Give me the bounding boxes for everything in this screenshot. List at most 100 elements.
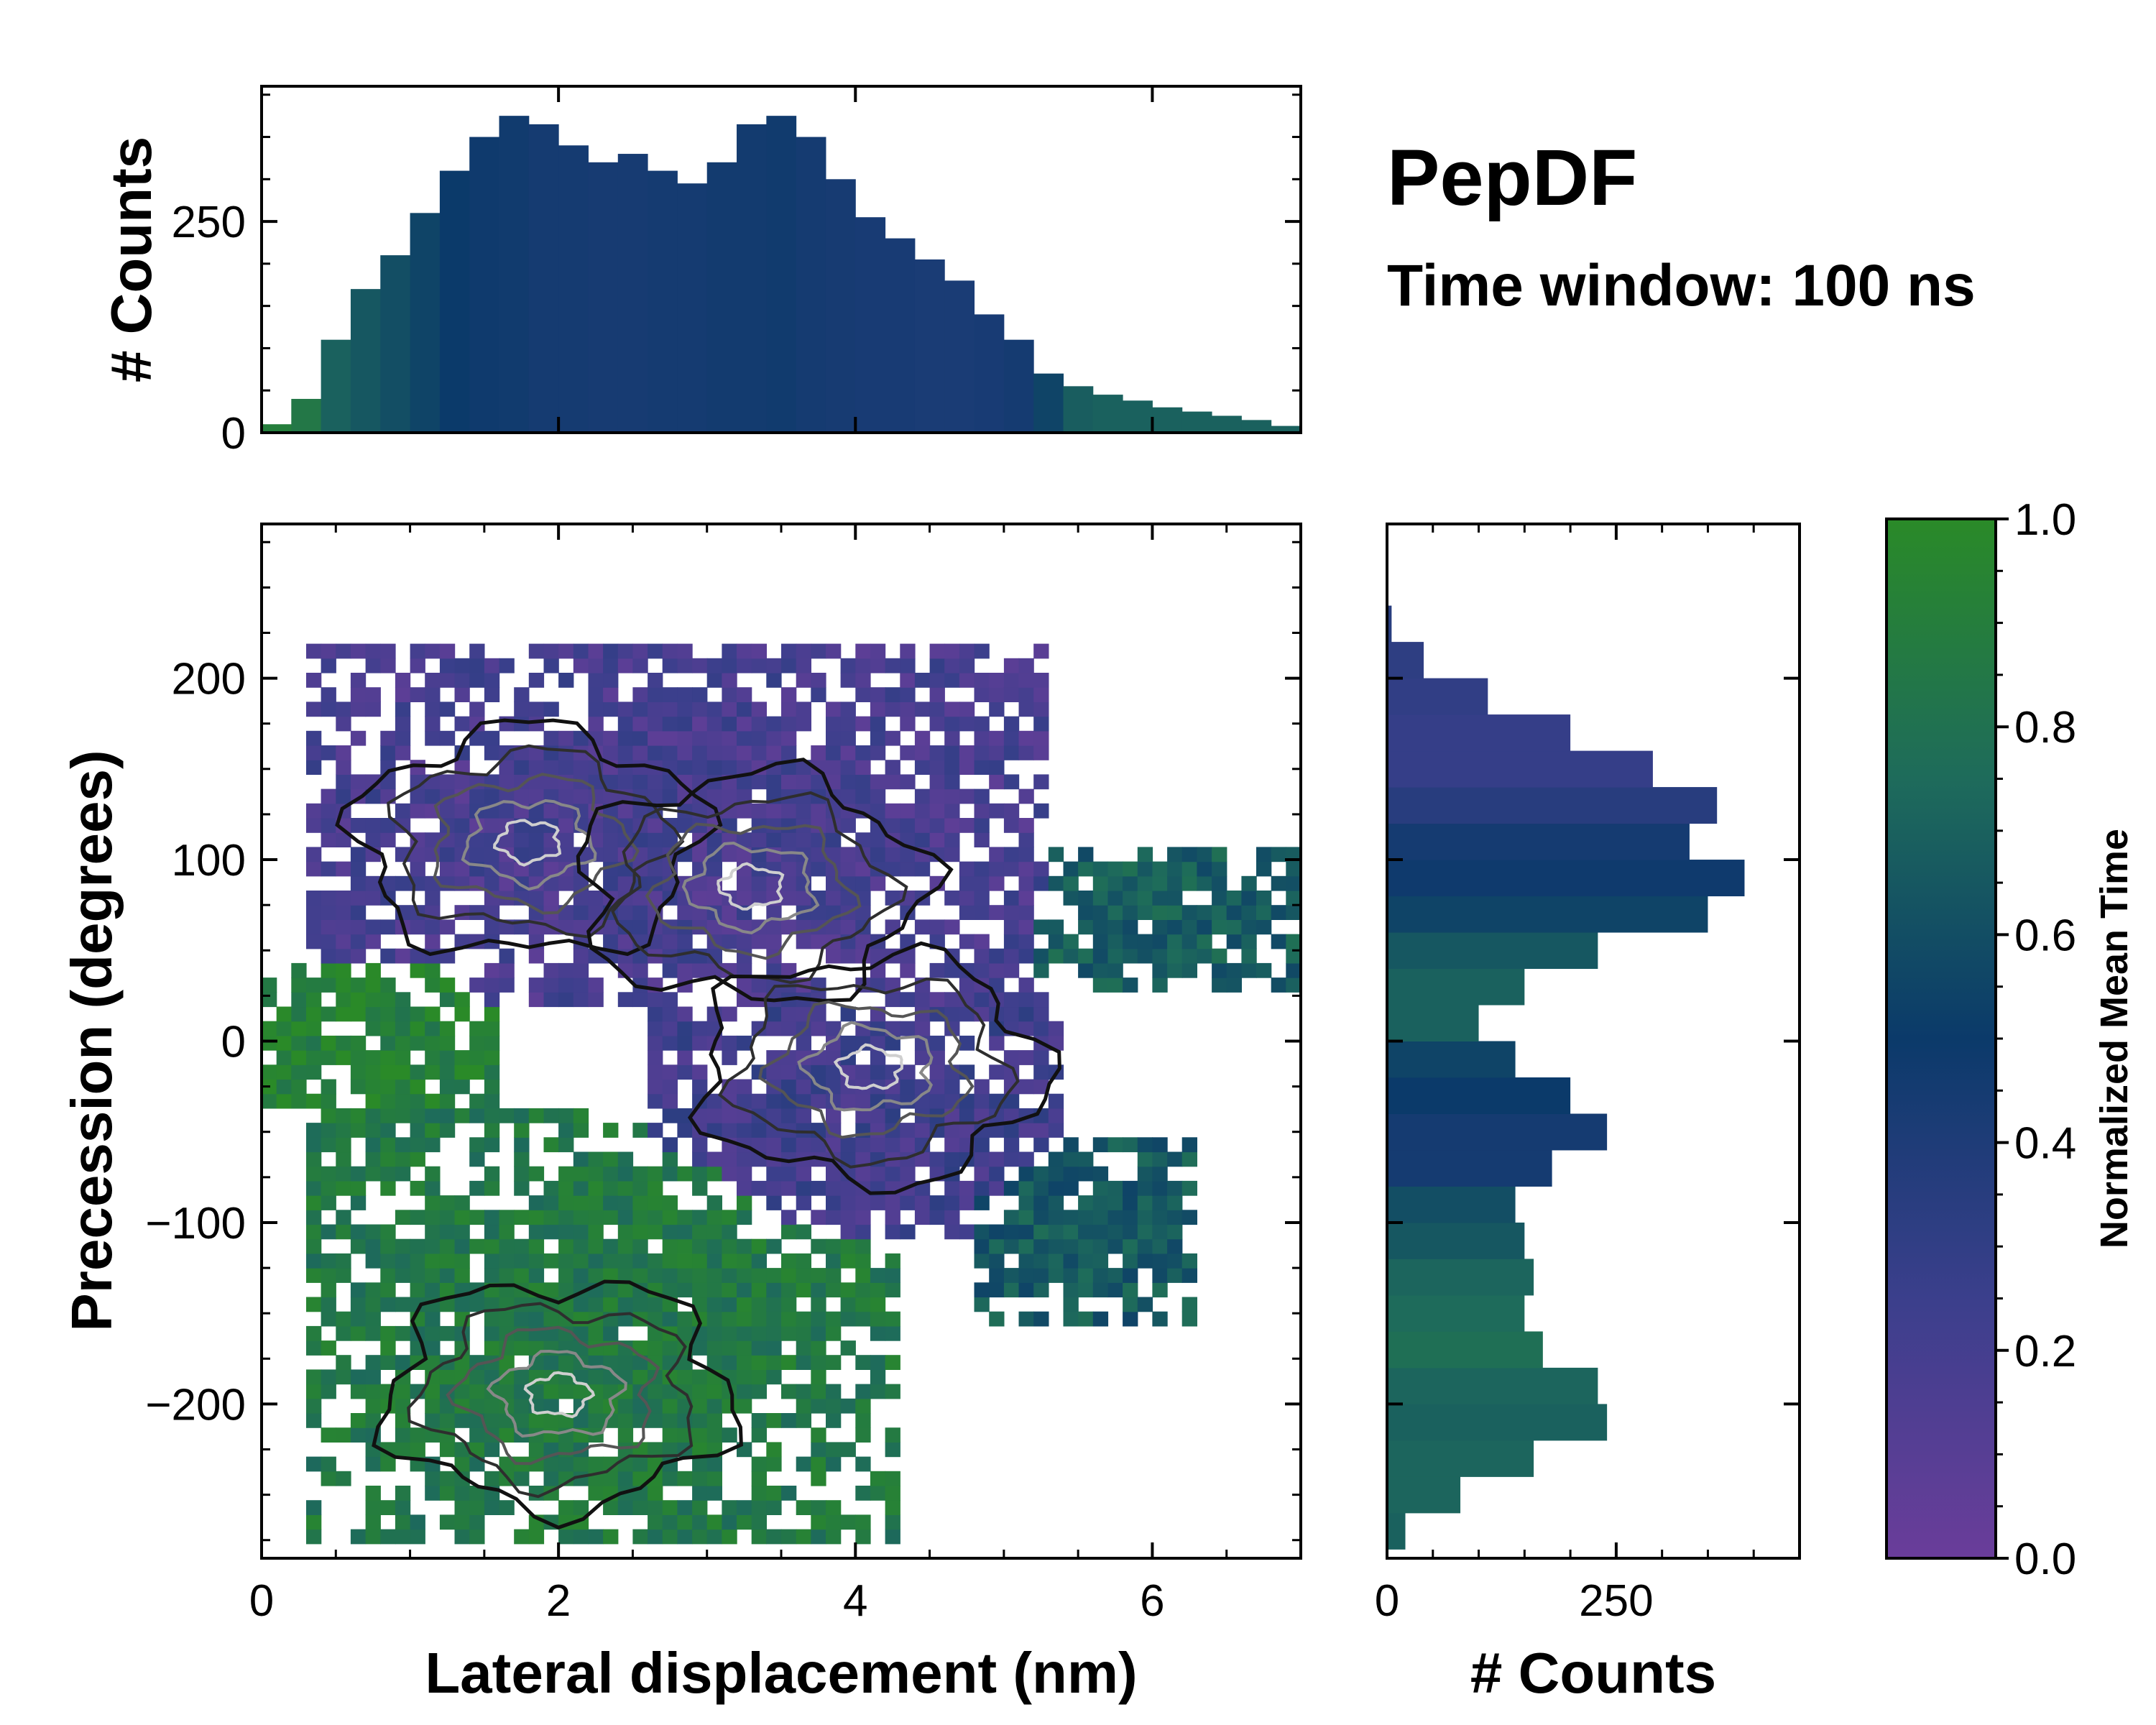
heatmap-cell [959, 978, 975, 993]
heatmap-cell [662, 1035, 678, 1051]
heatmap-cell [454, 1297, 470, 1312]
heatmap-cell [648, 1340, 663, 1356]
x-tick-label: 0 [249, 1576, 274, 1626]
heatmap-cell [751, 1093, 767, 1109]
heatmap-cell [929, 1195, 945, 1210]
heatmap-cell [751, 658, 767, 673]
heatmap-cell [1241, 919, 1257, 935]
heatmap-cell [514, 1180, 530, 1196]
heatmap-cell [350, 1123, 367, 1138]
heatmap-cell [632, 1471, 648, 1486]
heatmap-cell [751, 1021, 767, 1036]
heatmap-cell [410, 1021, 425, 1036]
heatmap-cell [425, 1282, 441, 1298]
heatmap-cell [1152, 1268, 1168, 1283]
heatmap-cell [395, 1166, 411, 1182]
heatmap-cell [1197, 861, 1212, 877]
heatmap-cell [959, 673, 975, 688]
heatmap-cell [484, 1413, 500, 1428]
heatmap-cell [796, 1529, 811, 1545]
heatmap-cell [944, 1064, 960, 1080]
heatmap-cell [870, 788, 886, 804]
heatmap-cell [751, 978, 767, 993]
heatmap-cell [751, 1514, 767, 1530]
heatmap-cell [751, 934, 767, 949]
heatmap-cell [588, 1297, 604, 1312]
right-histogram-bar [1387, 1149, 1552, 1187]
heatmap-cell [365, 1224, 381, 1240]
heatmap-cell [1018, 1006, 1034, 1022]
heatmap-cell [840, 1253, 856, 1269]
heatmap-cell [365, 934, 381, 949]
heatmap-cell [944, 643, 960, 659]
heatmap-cell [692, 1064, 708, 1080]
heatmap-cell [1123, 875, 1138, 891]
heatmap-cell [796, 716, 811, 732]
heatmap-cell [439, 1093, 456, 1109]
heatmap-cell [1003, 847, 1020, 862]
heatmap-cell [900, 687, 916, 702]
heatmap-cell [692, 702, 708, 717]
heatmap-cell [751, 1384, 767, 1399]
heatmap-cell [336, 716, 351, 732]
heatmap-cell [632, 1529, 648, 1545]
heatmap-cell [350, 687, 367, 702]
heatmap-cell [1167, 1268, 1183, 1283]
heatmap-cell [1003, 1210, 1020, 1225]
heatmap-cell [425, 1021, 441, 1036]
heatmap-cell [350, 673, 367, 688]
heatmap-cell [914, 673, 931, 688]
heatmap-cell [321, 687, 336, 702]
heatmap-cell [380, 1253, 396, 1269]
heatmap-cell [885, 687, 900, 702]
heatmap-cell [840, 760, 856, 775]
heatmap-cell [514, 1325, 530, 1341]
heatmap-cell [929, 716, 945, 732]
heatmap-cell [855, 1137, 871, 1153]
heatmap-cell [677, 1253, 693, 1269]
heatmap-cell [603, 832, 619, 847]
heatmap-cell [454, 1253, 470, 1269]
heatmap-cell [648, 1500, 663, 1515]
heatmap-cell [929, 1035, 945, 1051]
heatmap-cell [766, 803, 782, 819]
heatmap-cell [528, 1311, 545, 1327]
heatmap-cell [603, 1471, 619, 1486]
heatmap-cell [840, 1311, 856, 1327]
heatmap-cell [648, 1123, 663, 1138]
heatmap-cell [722, 730, 737, 746]
heatmap-cell [944, 832, 960, 847]
heatmap-cell [974, 1180, 990, 1196]
heatmap-cell [632, 905, 648, 920]
heatmap-cell [737, 1253, 752, 1269]
heatmap-cell [395, 1137, 411, 1153]
heatmap-cell [914, 702, 931, 717]
heatmap-cell [321, 658, 336, 673]
heatmap-cell [722, 687, 737, 702]
heatmap-cell [662, 643, 678, 659]
top-histogram-bar [1271, 426, 1302, 433]
density-contour [335, 718, 723, 957]
heatmap-cell [1063, 1180, 1079, 1196]
heatmap-cell [870, 1384, 886, 1399]
heatmap-cell [350, 1006, 367, 1022]
heatmap-cell [677, 1500, 693, 1515]
heatmap-cell [1063, 1137, 1079, 1153]
heatmap-cell [573, 919, 589, 935]
heatmap-cell [796, 934, 811, 949]
heatmap-cell [1018, 658, 1034, 673]
heatmap-cell [603, 687, 619, 702]
heatmap-cell [1152, 1195, 1168, 1210]
heatmap-cell [499, 1253, 515, 1269]
heatmap-cell [380, 1180, 396, 1196]
heatmap-cell [528, 1268, 545, 1283]
heatmap-cell [1167, 1180, 1183, 1196]
heatmap-cell [306, 760, 322, 775]
heatmap-cell [395, 1268, 411, 1283]
heatmap-cell [737, 803, 752, 819]
heatmap-cell [900, 818, 916, 833]
heatmap-cell [306, 1093, 322, 1109]
heatmap-cell [632, 891, 648, 906]
heatmap-cell [617, 1224, 634, 1240]
heatmap-cell [603, 1166, 619, 1182]
